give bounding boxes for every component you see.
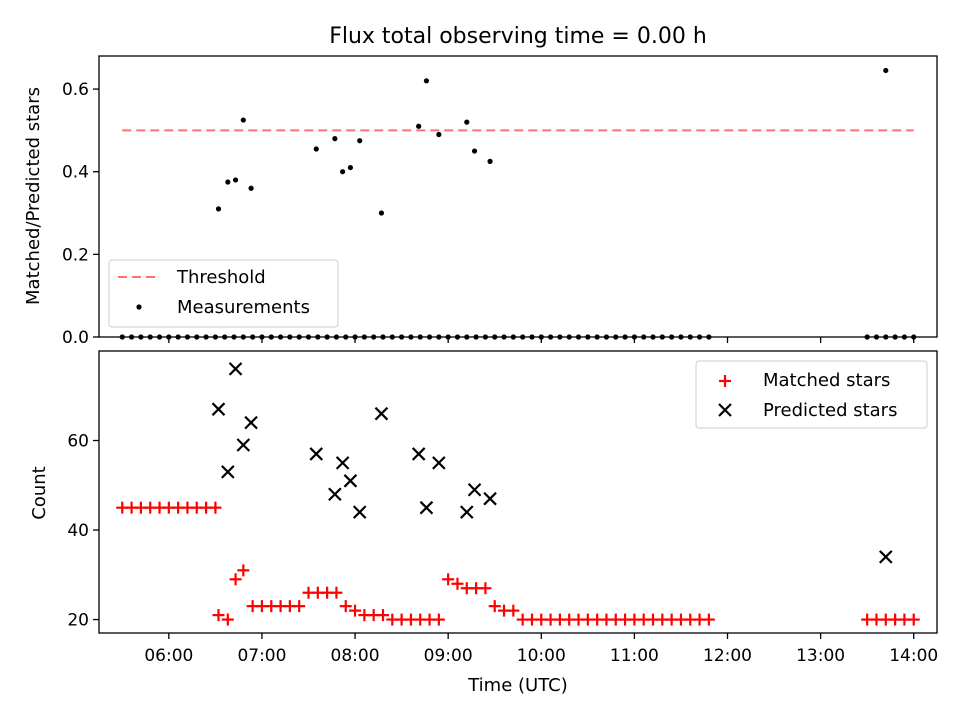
predicted-star-point — [309, 447, 324, 461]
y-tick-label: 60 — [67, 432, 89, 452]
x-axis-label: Time (UTC) — [467, 675, 568, 696]
predicted-star-point — [328, 487, 342, 502]
matched-star-point — [293, 600, 306, 613]
predicted-star-point — [483, 491, 497, 506]
legend-matched-swatch — [719, 375, 731, 387]
bottom-legend: Matched stars Predicted stars — [695, 360, 928, 429]
predicted-star-point — [343, 474, 358, 488]
measurement-point — [883, 67, 889, 74]
y-tick-label: 0.0 — [62, 328, 89, 348]
y-tick-label: 0.4 — [62, 163, 89, 183]
predicted-star-point — [211, 402, 226, 416]
predicted-star-point — [374, 406, 389, 421]
y-tick-label: 40 — [67, 521, 89, 541]
measurement-point — [240, 117, 246, 123]
matched-star-point — [907, 613, 920, 626]
chart-title: Flux total observing time = 0.00 h — [329, 24, 707, 49]
measurement-point — [215, 206, 222, 212]
matched-star-point — [339, 600, 352, 613]
x-tick-label: 12:00 — [703, 646, 752, 666]
predicted-star-point — [432, 456, 446, 470]
matched-star-point — [451, 577, 464, 590]
matched-star-point — [442, 573, 455, 586]
bottom-y-axis-label: Count — [29, 466, 50, 519]
measurement-point — [436, 131, 442, 138]
measurement-point — [225, 179, 231, 185]
y-tick-label: 20 — [67, 611, 89, 631]
measurement-point — [248, 185, 254, 191]
matched-star-point — [507, 604, 520, 617]
x-tick-label: 11:00 — [610, 646, 659, 666]
predicted-star-point — [419, 500, 434, 515]
bottom-legend-box — [695, 360, 928, 429]
top-axes-frame — [98, 55, 938, 338]
predicted-star-point — [879, 550, 893, 564]
measurement-point — [232, 177, 239, 183]
predicted-star-point — [467, 482, 482, 497]
measurement-point — [340, 169, 346, 175]
measurement-point — [487, 158, 493, 164]
top-y-ticks: 0.0 0.2 0.4 0.6 — [62, 80, 99, 348]
measurement-point — [464, 119, 470, 125]
matched-star-point — [432, 613, 445, 626]
top-y-axis-label: Matched/Predicted stars — [23, 87, 44, 305]
matched-star-point — [229, 573, 242, 586]
x-tick-label: 14:00 — [889, 646, 938, 666]
measurement-point — [423, 78, 430, 84]
legend-measurements-swatch — [136, 304, 142, 310]
legend-threshold-label: Threshold — [176, 267, 266, 288]
matched-star-point — [488, 600, 501, 613]
measurement-point — [471, 148, 478, 154]
predicted-star-point — [460, 505, 474, 519]
predicted-star-point — [228, 362, 243, 376]
x-tick-label: 13:00 — [796, 646, 845, 666]
matched-star-point — [221, 613, 234, 626]
top-legend: Threshold Measurements — [108, 259, 339, 328]
bottom-x-ticks: 06:00 07:00 08:00 09:00 10:00 11:00 12:00 13:00… — [144, 633, 938, 666]
predicted-star-point — [236, 438, 251, 452]
matched-star-point — [479, 582, 492, 595]
bottom-y-ticks: 20 40 60 — [67, 432, 99, 631]
predicted-star-point — [411, 447, 426, 461]
measurement-point — [332, 136, 338, 142]
x-tick-label: 08:00 — [331, 646, 380, 666]
legend-matched-label: Matched stars — [763, 370, 890, 391]
x-tick-label: 06:00 — [144, 646, 193, 666]
predicted-star-point — [335, 456, 350, 470]
top-panel: 0.0 0.2 0.4 0.6 Matched/Predicted stars Thr… — [23, 55, 938, 348]
legend-predicted-swatch — [718, 403, 732, 417]
measurement-point — [416, 123, 422, 129]
x-tick-label: 09:00 — [424, 646, 473, 666]
measurement-point — [313, 146, 319, 152]
bottom-marks — [116, 362, 920, 626]
legend-measurements-label: Measurements — [177, 297, 310, 318]
y-tick-label: 0.2 — [62, 245, 89, 265]
matched-star-point — [212, 609, 225, 622]
bottom-axes-frame — [98, 350, 938, 634]
matched-star-point — [376, 609, 389, 622]
x-tick-label: 10:00 — [517, 646, 566, 666]
bottom-panel: 20 40 60 06:00 07:00 08:00 09:00 10:00 11:00 12:… — [29, 350, 938, 696]
legend-predicted-label: Predicted stars — [763, 400, 897, 421]
matched-star-point — [330, 586, 343, 599]
x-tick-label: 07:00 — [237, 646, 286, 666]
matched-star-point — [209, 501, 222, 514]
measurement-point — [378, 210, 385, 216]
matched-star-point — [237, 564, 250, 577]
predicted-star-point — [221, 465, 235, 479]
top-legend-box — [108, 259, 339, 328]
predicted-star-point — [244, 415, 258, 430]
matched-star-point — [702, 613, 715, 626]
predicted-star-point — [352, 505, 367, 519]
y-tick-label: 0.6 — [62, 80, 89, 100]
measurement-point — [357, 138, 363, 144]
matched-star-point — [349, 604, 362, 617]
measurement-point — [347, 164, 353, 171]
top-x-ticks — [168, 337, 915, 343]
